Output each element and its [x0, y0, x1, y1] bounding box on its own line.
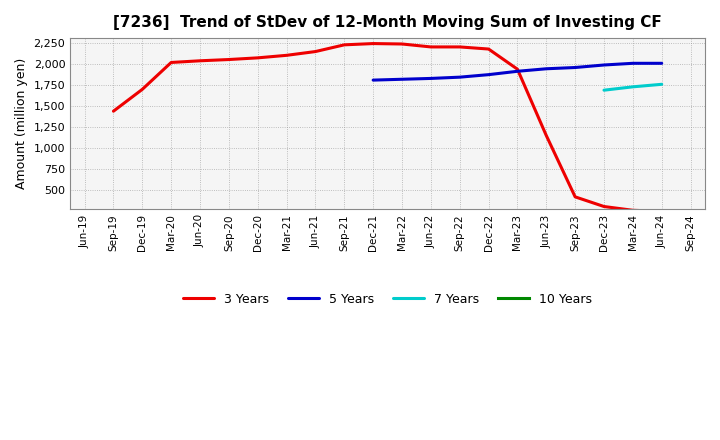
3 Years [657, 209, 666, 214]
3 Years [542, 133, 551, 138]
Title: [7236]  Trend of StDev of 12-Month Moving Sum of Investing CF: [7236] Trend of StDev of 12-Month Moving… [113, 15, 662, 30]
3 Years [397, 41, 406, 47]
Legend: 3 Years, 5 Years, 7 Years, 10 Years: 3 Years, 5 Years, 7 Years, 10 Years [178, 288, 598, 311]
7 Years [629, 84, 637, 89]
5 Years [629, 61, 637, 66]
3 Years [629, 208, 637, 213]
3 Years [282, 53, 291, 58]
3 Years [456, 44, 464, 50]
3 Years [571, 194, 580, 199]
3 Years [426, 44, 435, 50]
3 Years [253, 55, 262, 60]
3 Years [225, 57, 233, 62]
Line: 3 Years: 3 Years [114, 44, 662, 211]
5 Years [485, 72, 493, 77]
3 Years [138, 87, 147, 92]
3 Years [369, 41, 377, 46]
5 Years [426, 76, 435, 81]
3 Years [109, 109, 118, 114]
5 Years [513, 69, 522, 74]
3 Years [196, 58, 204, 63]
5 Years [456, 74, 464, 80]
3 Years [600, 204, 608, 209]
Line: 5 Years: 5 Years [373, 63, 662, 80]
7 Years [600, 88, 608, 93]
5 Years [369, 77, 377, 83]
7 Years [657, 82, 666, 87]
3 Years [340, 42, 348, 48]
5 Years [542, 66, 551, 71]
3 Years [485, 46, 493, 51]
Line: 7 Years: 7 Years [604, 84, 662, 90]
3 Years [311, 49, 320, 54]
3 Years [513, 66, 522, 72]
3 Years [167, 60, 176, 65]
5 Years [397, 77, 406, 82]
5 Years [571, 65, 580, 70]
Y-axis label: Amount (million yen): Amount (million yen) [15, 58, 28, 189]
5 Years [657, 61, 666, 66]
5 Years [600, 62, 608, 68]
